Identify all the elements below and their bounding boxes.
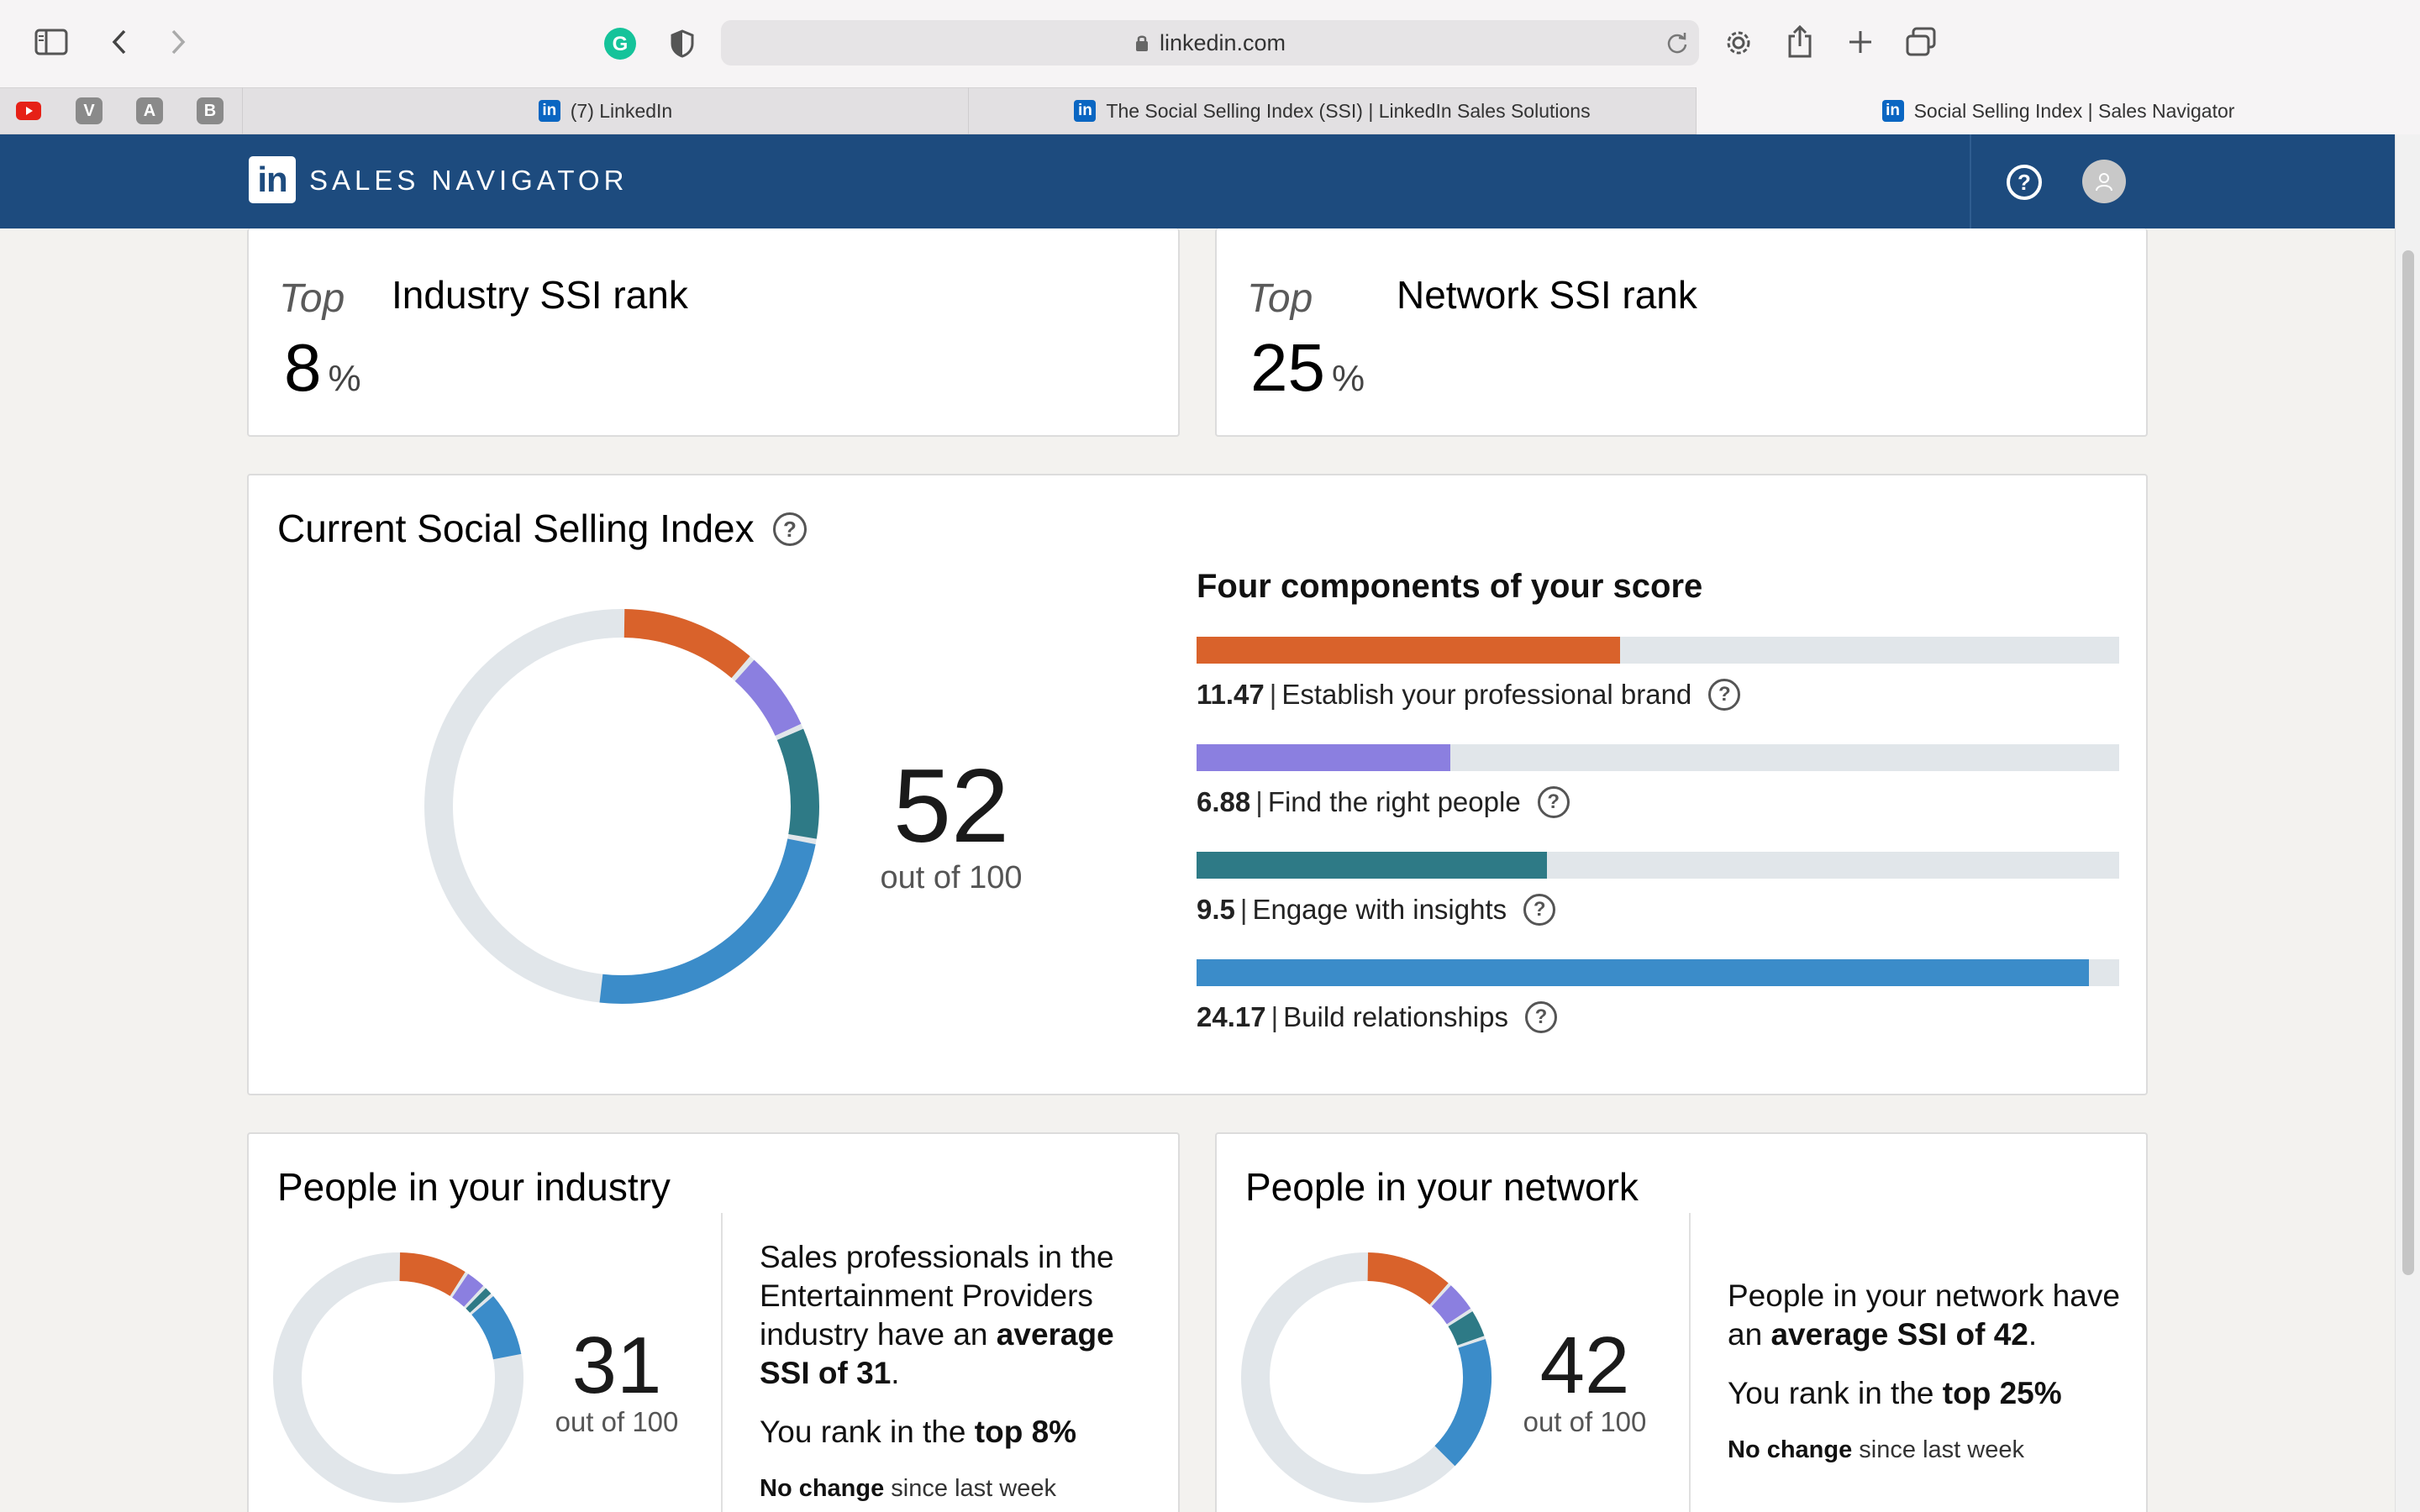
network-out-of: out of 100 [1523, 1406, 1647, 1437]
industry-card-title: People in your industry [277, 1165, 671, 1209]
url-text: linkedin.com [1159, 29, 1286, 55]
pinned-tab-youtube[interactable] [15, 97, 42, 124]
industry-rank-card: Top 8% Industry SSI rank [247, 228, 1180, 437]
donut-segment-people [734, 659, 802, 737]
scroll-thumb[interactable] [2402, 250, 2414, 1275]
pinned-tab-a[interactable]: A [136, 97, 163, 124]
donut-segment-insights [466, 1288, 492, 1313]
back-icon[interactable] [106, 25, 133, 59]
tab-linkedin[interactable]: in (7) LinkedIn [242, 87, 968, 134]
component-label-relationships: 24.17 | Build relationships? [1197, 1001, 1557, 1033]
new-tab-icon[interactable] [1845, 27, 1876, 57]
forward-icon[interactable] [165, 25, 192, 59]
industry-donut-chart [273, 1252, 523, 1503]
pinned-tab-b[interactable]: B [197, 97, 224, 124]
network-card: People in your network [1215, 1132, 2148, 1512]
component-bar-insights [1197, 852, 2119, 879]
network-change: No change since last week [1728, 1436, 2024, 1463]
network-score: 42 [1539, 1320, 1630, 1410]
youtube-icon [16, 102, 41, 120]
industry-rank-title: Industry SSI rank [392, 273, 688, 317]
industry-rank-text: You rank in the top 8% [760, 1415, 1077, 1449]
component-label-people: 6.88 | Find the right people? [1197, 786, 1570, 818]
address-bar[interactable]: linkedin.com [721, 20, 1699, 66]
network-description: People in your network have an average S… [1728, 1278, 2120, 1352]
donut-segment-brand [623, 609, 750, 679]
industry-description: Sales professionals in the Entertainment… [760, 1240, 1114, 1390]
lock-icon [1134, 34, 1150, 52]
avatar[interactable] [2082, 160, 2126, 203]
tab-overview-icon[interactable] [1904, 25, 1938, 59]
industry-score: 31 [571, 1320, 662, 1410]
industry-card: People in your industry [247, 1132, 1180, 1512]
donut-segment-relationships [1434, 1339, 1491, 1467]
network-donut-chart [1241, 1252, 1491, 1503]
component-bar-relationships [1197, 959, 2119, 986]
ssi-score: 52 [893, 748, 1009, 864]
network-rank-value: 25% [1250, 330, 1365, 405]
component-fill-people [1197, 744, 1451, 771]
help-question-icon[interactable]: ? [1523, 894, 1556, 926]
browser-toolbar: G linkedin.com [0, 0, 2420, 87]
help-question-icon[interactable]: ? [1537, 786, 1570, 818]
page-scrollbar[interactable] [2395, 134, 2420, 1512]
component-fill-insights [1197, 852, 1548, 879]
donut-segment-people [1431, 1285, 1471, 1325]
rank-top-label: Top [279, 276, 345, 321]
donut-segment-people [451, 1273, 484, 1307]
card-divider [721, 1213, 723, 1512]
app-title[interactable]: SALES NAVIGATOR [309, 165, 629, 196]
linkedin-icon: in [1881, 100, 1904, 122]
component-label-insights: 9.5 | Engage with insights? [1197, 894, 1556, 926]
component-label-brand: 11.47 | Establish your professional brand? [1197, 679, 1741, 711]
settings-gear-icon[interactable] [1721, 25, 1756, 60]
pinned-tab-v[interactable]: V [76, 97, 103, 124]
tab-ssi-solutions[interactable]: in The Social Selling Index (SSI) | Link… [968, 87, 1696, 134]
component-fill-brand [1197, 637, 1620, 664]
donut-track [273, 1252, 523, 1503]
help-question-icon[interactable]: ? [1708, 679, 1741, 711]
donut-segment-relationships [599, 838, 816, 1004]
linkedin-logo[interactable]: in [249, 156, 296, 203]
help-question-icon[interactable]: ? [1525, 1001, 1557, 1033]
component-bar-people [1197, 744, 2119, 771]
person-icon [2096, 173, 2112, 192]
help-icon[interactable]: ? [2007, 165, 2042, 200]
network-card-title: People in your network [1245, 1165, 1639, 1209]
industry-rank-value: 8% [284, 330, 361, 405]
ssi-card-title: Current Social Selling Index [277, 507, 755, 550]
grammarly-icon[interactable]: G [602, 25, 639, 62]
donut-segment-insights [776, 728, 819, 839]
donut-segment-brand [1367, 1252, 1449, 1305]
industry-out-of: out of 100 [555, 1406, 679, 1437]
ssi-donut-chart [424, 609, 819, 1004]
components-title: Four components of your score [1197, 568, 1703, 605]
rank-top-label: Top [1247, 276, 1313, 321]
tab-label: Social Selling Index | Sales Navigator [1913, 99, 2235, 122]
donut-segment-brand [399, 1252, 466, 1297]
header-divider [1970, 134, 1971, 228]
network-rank-title: Network SSI rank [1397, 273, 1697, 317]
ssi-out-of: out of 100 [880, 860, 1023, 895]
tab-label: (7) LinkedIn [570, 99, 673, 122]
component-bar-brand [1197, 637, 2119, 664]
industry-change: No change since last week [760, 1475, 1056, 1502]
linkedin-icon: in [1074, 100, 1097, 122]
tab-ssi-navigator[interactable]: in Social Selling Index | Sales Navigato… [1696, 87, 2420, 134]
share-icon[interactable] [1785, 24, 1815, 60]
sales-navigator-header: in SALES NAVIGATOR ? [0, 134, 2395, 228]
card-divider [1689, 1213, 1691, 1512]
network-rank-card: Top 25% Network SSI rank [1215, 228, 2148, 437]
svg-text:G: G [613, 33, 629, 55]
reload-icon[interactable] [1665, 30, 1689, 61]
shield-icon[interactable] [666, 27, 699, 60]
help-question-icon[interactable]: ? [773, 512, 807, 546]
donut-segment-relationships [471, 1296, 522, 1360]
tab-label: The Social Selling Index (SSI) | LinkedI… [1106, 99, 1591, 122]
component-fill-relationships [1197, 959, 2089, 986]
donut-segment-insights [1448, 1311, 1485, 1346]
network-rank-text: You rank in the top 25% [1728, 1376, 2062, 1410]
sidebar-toggle-icon[interactable] [34, 25, 69, 59]
linkedin-icon: in [538, 100, 560, 122]
